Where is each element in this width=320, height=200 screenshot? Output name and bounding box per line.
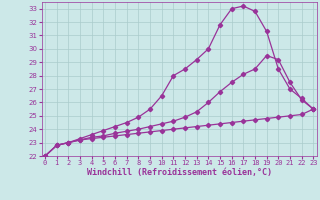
X-axis label: Windchill (Refroidissement éolien,°C): Windchill (Refroidissement éolien,°C): [87, 168, 272, 177]
